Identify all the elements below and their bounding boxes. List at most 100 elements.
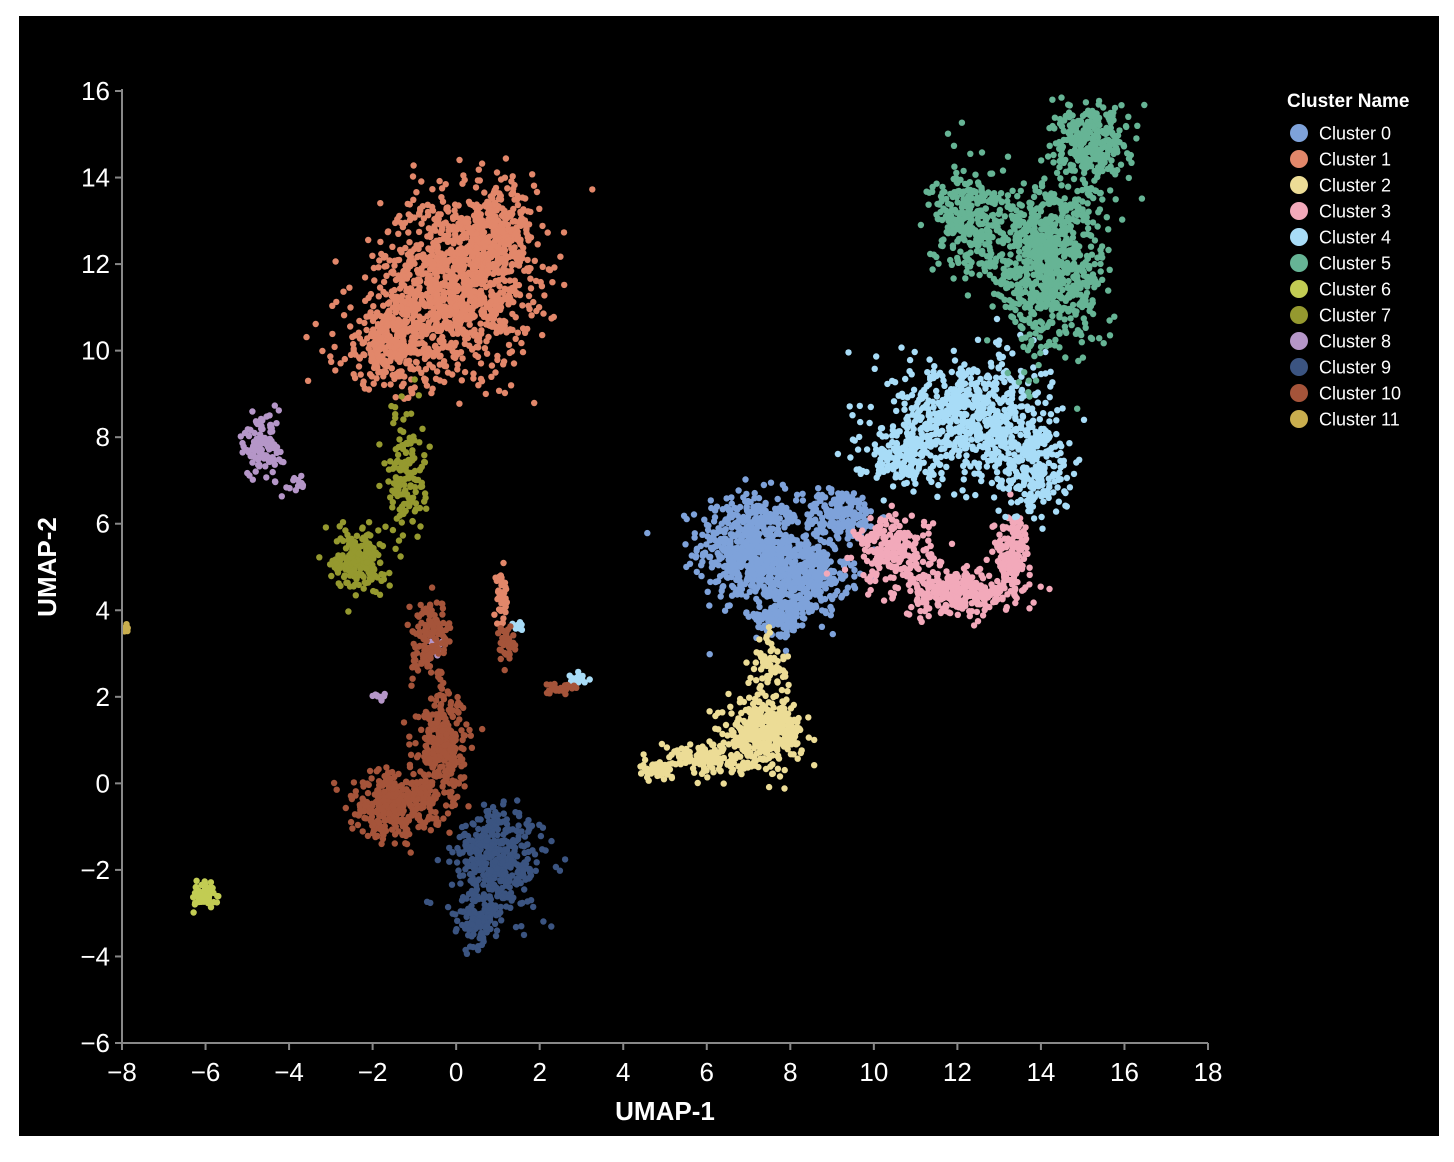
data-point (420, 251, 427, 258)
data-point (1014, 529, 1022, 536)
data-point (769, 665, 776, 672)
data-point (493, 243, 500, 250)
data-point (541, 292, 548, 299)
data-point (481, 345, 489, 352)
data-point (439, 267, 446, 274)
data-point (754, 691, 761, 698)
data-point (999, 596, 1006, 603)
data-point (781, 558, 789, 566)
data-point (346, 284, 353, 291)
data-point (505, 301, 512, 308)
data-point (867, 508, 874, 515)
data-point (904, 531, 912, 538)
data-point (419, 271, 426, 278)
data-point (940, 377, 947, 384)
data-point (925, 523, 932, 531)
data-point (799, 497, 807, 504)
data-point (440, 235, 447, 242)
data-point (422, 366, 430, 373)
data-point (713, 503, 721, 510)
data-point (510, 205, 517, 213)
data-point (948, 540, 956, 547)
data-point (960, 462, 967, 470)
data-point (693, 568, 700, 576)
data-point (961, 468, 968, 476)
data-point (918, 389, 925, 396)
data-point (959, 420, 967, 427)
data-point (735, 538, 743, 545)
data-point (828, 512, 835, 519)
data-point (392, 309, 399, 316)
data-point (470, 314, 477, 321)
data-point (1039, 525, 1046, 532)
data-point (717, 767, 724, 775)
data-point (782, 634, 789, 641)
series-cluster-1 (303, 155, 596, 629)
data-point (1000, 525, 1007, 532)
data-point (995, 341, 1002, 348)
data-point (691, 530, 698, 537)
data-point (907, 587, 914, 595)
data-point (850, 490, 858, 497)
data-point (1015, 545, 1023, 553)
data-point (738, 546, 745, 554)
data-point (753, 595, 760, 603)
data-point (724, 761, 731, 768)
data-point (925, 537, 932, 544)
data-point (995, 424, 1002, 431)
data-point (776, 705, 783, 712)
data-point (403, 326, 410, 333)
data-point (409, 173, 417, 180)
data-point (742, 476, 749, 483)
data-point (355, 363, 363, 370)
data-point (468, 271, 475, 279)
data-point (745, 513, 752, 520)
data-point (948, 404, 955, 411)
data-point (888, 377, 896, 385)
data-point (818, 607, 826, 614)
data-point (750, 753, 758, 761)
data-point (395, 373, 402, 380)
data-point (406, 271, 413, 278)
data-point (347, 351, 355, 359)
data-point (1034, 399, 1042, 406)
data-point (881, 539, 888, 547)
data-point (1011, 585, 1019, 592)
data-point (433, 368, 441, 375)
data-point (910, 546, 918, 553)
data-point (525, 292, 533, 300)
data-point (465, 198, 473, 205)
data-point (512, 335, 519, 342)
data-point (765, 610, 773, 617)
data-point (459, 355, 466, 362)
data-point (784, 581, 791, 589)
data-point (488, 362, 496, 369)
data-point (501, 389, 509, 397)
data-point (925, 561, 933, 568)
data-point (410, 196, 417, 203)
data-point (976, 601, 984, 608)
data-point (319, 347, 326, 355)
data-point (925, 530, 932, 537)
data-point (751, 489, 758, 497)
data-point (683, 515, 690, 523)
data-point (498, 249, 505, 256)
data-point (450, 264, 457, 271)
data-point (824, 558, 831, 565)
data-point (481, 189, 488, 196)
data-point (1009, 350, 1016, 357)
data-point (436, 361, 443, 368)
data-point (716, 555, 724, 563)
data-point (760, 481, 768, 489)
data-point (956, 387, 964, 394)
data-point (487, 244, 494, 251)
data-point (1018, 563, 1025, 570)
data-point (370, 303, 377, 310)
data-point (729, 570, 736, 577)
data-point (454, 361, 461, 368)
data-point (779, 581, 786, 588)
data-point (755, 577, 762, 584)
data-point (545, 266, 552, 273)
data-point (998, 433, 1006, 441)
data-point (347, 304, 354, 311)
